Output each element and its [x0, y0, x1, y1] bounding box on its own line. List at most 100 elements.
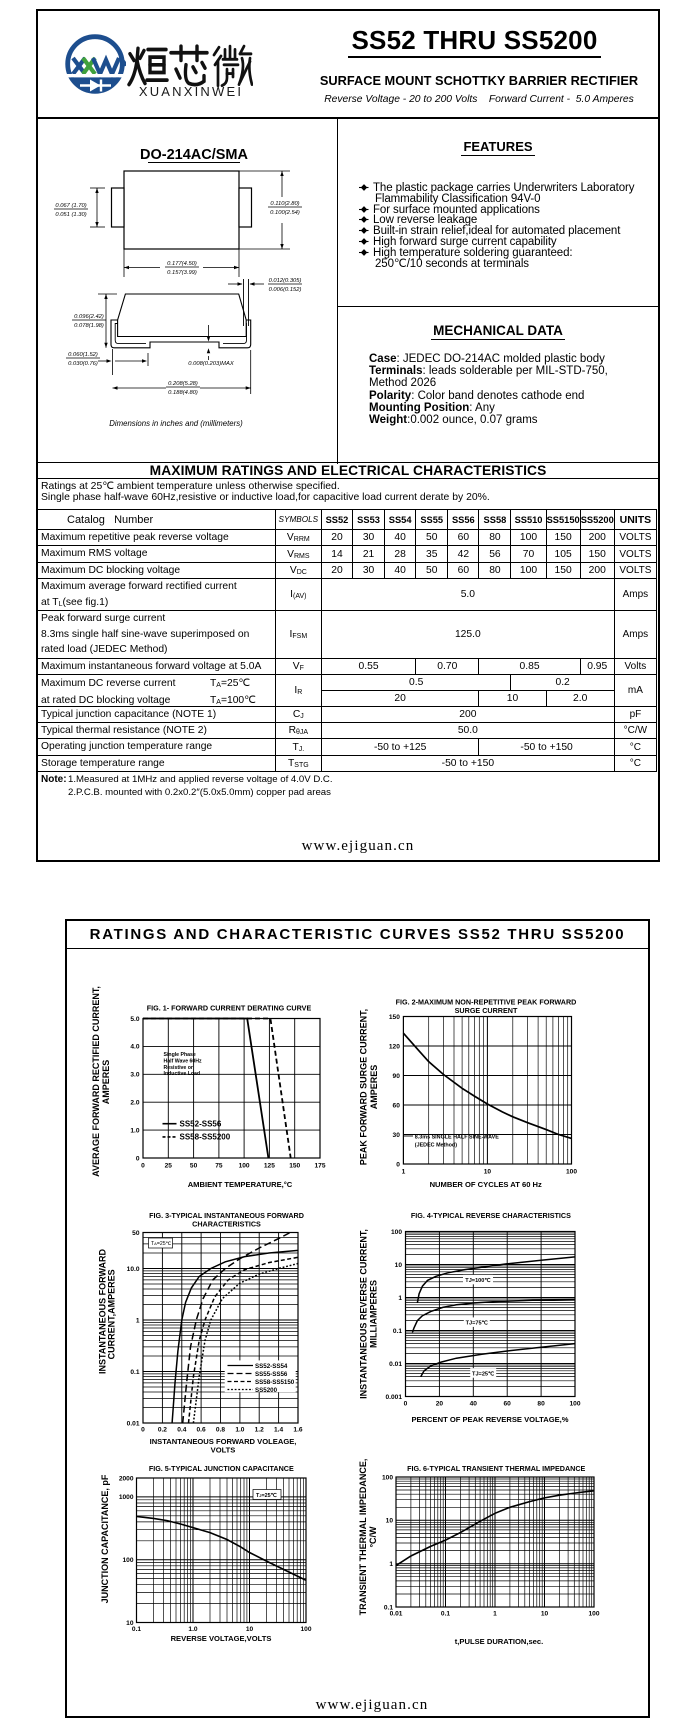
svg-text:SS55-SS56: SS55-SS56	[255, 1371, 288, 1378]
svg-text:1.0: 1.0	[188, 1626, 197, 1633]
svg-text:INSTANTANEOUS FORWARD VOLEAGE,: INSTANTANEOUS FORWARD VOLEAGE,	[150, 1437, 297, 1446]
svg-text:0.01: 0.01	[390, 1611, 403, 1618]
svg-text:0: 0	[136, 1155, 140, 1162]
svg-text:VOLTS: VOLTS	[211, 1446, 236, 1455]
svg-text:1.2: 1.2	[255, 1427, 264, 1434]
svg-text:JUNCTION CAPACITANCE, pF: JUNCTION CAPACITANCE, pF	[100, 1474, 110, 1603]
svg-text:SS5200: SS5200	[255, 1387, 278, 1394]
svg-text:0.6: 0.6	[197, 1427, 206, 1434]
svg-text:1: 1	[389, 1561, 393, 1568]
svg-text:FIG. 4-TYPICAL REVERSE CHARACT: FIG. 4-TYPICAL REVERSE CHARACTERISTICS	[411, 1211, 571, 1220]
svg-text:150: 150	[289, 1163, 300, 1170]
svg-text:25: 25	[165, 1163, 173, 1170]
svg-text:2000: 2000	[119, 1475, 134, 1482]
svg-text:8.3ms SINGLE HALF SINE-WAVE: 8.3ms SINGLE HALF SINE-WAVE	[415, 1134, 499, 1140]
svg-text:100: 100	[300, 1626, 311, 1633]
svg-text:0.01: 0.01	[389, 1361, 402, 1368]
svg-text:1: 1	[493, 1611, 497, 1618]
svg-text:0.060(1.52): 0.060(1.52)	[68, 352, 98, 358]
svg-text:PERCENT OF PEAK REVERSE VOLTAG: PERCENT OF PEAK REVERSE VOLTAGE,%	[411, 1415, 568, 1424]
svg-text:INSTANTANEOUS FORWARD: INSTANTANEOUS FORWARD	[98, 1249, 108, 1374]
svg-text:60: 60	[393, 1102, 401, 1109]
svg-text:10: 10	[541, 1611, 549, 1618]
svg-text:SS58-SS5200: SS58-SS5200	[180, 1133, 231, 1142]
svg-text:Resistive or: Resistive or	[164, 1065, 193, 1071]
svg-text:0: 0	[404, 1401, 408, 1408]
svg-text:0.100(2.54): 0.100(2.54)	[270, 210, 300, 216]
svg-text:Half Wave 60Hz: Half Wave 60Hz	[164, 1058, 203, 1064]
svg-text:100: 100	[569, 1401, 580, 1408]
svg-text:t,PULSE DURATION,sec.: t,PULSE DURATION,sec.	[455, 1637, 543, 1646]
svg-text:100: 100	[588, 1611, 599, 1618]
svg-text:NUMBER OF CYCLES AT 60 Hz: NUMBER OF CYCLES AT 60 Hz	[430, 1180, 542, 1189]
svg-text:MILLIAMPERES: MILLIAMPERES	[369, 1280, 379, 1348]
svg-text:0.051 (1.30): 0.051 (1.30)	[55, 212, 86, 218]
svg-text:PEAK FORWARD SURGE CURRENT,: PEAK FORWARD SURGE CURRENT,	[359, 1009, 369, 1165]
svg-text:0.1: 0.1	[393, 1328, 402, 1335]
svg-text:100: 100	[391, 1229, 402, 1236]
svg-text:10.0: 10.0	[127, 1266, 140, 1273]
svg-text:AMPERES: AMPERES	[101, 1060, 111, 1105]
svg-text:TRANSIENT THERMAL IMPEDANCE,: TRANSIENT THERMAL IMPEDANCE,	[358, 1459, 368, 1616]
svg-text:100: 100	[382, 1474, 393, 1481]
svg-text:TA=25℃: TA=25℃	[151, 1241, 172, 1247]
svg-text:(JEDEC Method): (JEDEC Method)	[415, 1142, 457, 1148]
svg-text:80: 80	[537, 1401, 545, 1408]
svg-text:75: 75	[215, 1163, 223, 1170]
svg-text:INSTANTANEOUS REVERSE CURRENT,: INSTANTANEOUS REVERSE CURRENT,	[359, 1229, 369, 1399]
svg-text:SS58-SS5150: SS58-SS5150	[255, 1379, 295, 1386]
svg-text:FIG. 5-TYPICAL JUNCTION CAPACI: FIG. 5-TYPICAL JUNCTION CAPACITANCE	[149, 1464, 294, 1473]
svg-text:0.067 (1.70): 0.067 (1.70)	[55, 203, 86, 209]
svg-text:0.4: 0.4	[177, 1427, 186, 1434]
svg-text:AMBIENT TEMPERATURE,°C: AMBIENT TEMPERATURE,°C	[188, 1180, 293, 1189]
svg-text:TJ=100℃: TJ=100℃	[465, 1277, 491, 1284]
svg-text:Inductive Load: Inductive Load	[164, 1071, 201, 1077]
svg-text:SS52-SS54: SS52-SS54	[255, 1363, 288, 1370]
svg-text:0.078(1.98): 0.078(1.98)	[74, 323, 104, 329]
svg-text:°C/W: °C/W	[368, 1526, 378, 1548]
svg-text:1: 1	[402, 1169, 406, 1176]
svg-text:0.012(0.305): 0.012(0.305)	[269, 278, 302, 284]
svg-text:4.0: 4.0	[130, 1044, 139, 1051]
svg-text:125: 125	[264, 1163, 275, 1170]
svg-text:SS52-SS56: SS52-SS56	[180, 1120, 222, 1129]
svg-text:100: 100	[239, 1163, 250, 1170]
svg-text:50: 50	[190, 1163, 198, 1170]
svg-text:90: 90	[393, 1073, 401, 1080]
svg-text:0.001: 0.001	[385, 1394, 402, 1401]
svg-text:AVERAGE FORWARD RECTIFIED CURR: AVERAGE FORWARD RECTIFIED CURRENT,	[91, 986, 101, 1177]
svg-text:REVERSE VOLTAGE,VOLTS: REVERSE VOLTAGE,VOLTS	[171, 1634, 272, 1643]
svg-text:0.1: 0.1	[132, 1626, 141, 1633]
svg-text:3.0: 3.0	[130, 1072, 139, 1079]
svg-text:100: 100	[566, 1169, 577, 1176]
svg-text:1.0: 1.0	[235, 1427, 244, 1434]
svg-text:0.1: 0.1	[384, 1604, 393, 1611]
svg-text:1: 1	[398, 1295, 402, 1302]
svg-text:150: 150	[389, 1014, 400, 1021]
svg-text:5.0: 5.0	[130, 1016, 139, 1023]
svg-text:AMPERES: AMPERES	[369, 1065, 379, 1110]
svg-text:0.157(3.99): 0.157(3.99)	[167, 270, 197, 276]
svg-text:0.096(2.42): 0.096(2.42)	[74, 314, 104, 320]
svg-text:10: 10	[484, 1169, 492, 1176]
svg-text:120: 120	[389, 1043, 400, 1050]
svg-text:FIG. 1- FORWARD CURRENT DERATI: FIG. 1- FORWARD CURRENT DERATING CURVE	[147, 1004, 312, 1013]
svg-text:0: 0	[141, 1163, 145, 1170]
svg-text:60: 60	[504, 1401, 512, 1408]
svg-text:10: 10	[126, 1620, 134, 1627]
svg-text:30: 30	[393, 1132, 401, 1139]
svg-text:TJ=25℃: TJ=25℃	[256, 1492, 277, 1499]
svg-text:0.110(2.80): 0.110(2.80)	[270, 201, 299, 207]
svg-text:0.8: 0.8	[216, 1427, 225, 1434]
svg-text:Single Phase: Single Phase	[164, 1052, 196, 1058]
svg-text:0.177(4.50): 0.177(4.50)	[167, 261, 197, 267]
svg-text:0.030(0.76): 0.030(0.76)	[68, 361, 98, 367]
svg-text:1.4: 1.4	[274, 1427, 283, 1434]
svg-text:SURGE CURRENT: SURGE CURRENT	[455, 1006, 518, 1015]
svg-text:1.0: 1.0	[130, 1127, 139, 1134]
svg-text:0.1: 0.1	[130, 1369, 139, 1376]
svg-text:0: 0	[141, 1427, 145, 1434]
svg-text:0.1: 0.1	[441, 1611, 450, 1618]
svg-text:0: 0	[396, 1161, 400, 1168]
svg-text:TJ=25℃: TJ=25℃	[472, 1370, 495, 1377]
